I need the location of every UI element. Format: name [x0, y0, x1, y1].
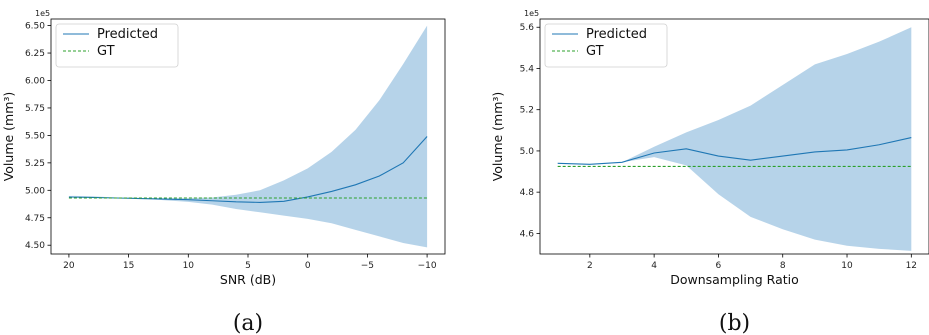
y-tick-label: 4.75	[25, 214, 45, 224]
y-offset-text: 1e5	[35, 9, 50, 18]
x-tick-label: 10	[841, 261, 853, 271]
legend-label-predicted: Predicted	[97, 27, 158, 42]
y-tick-label: 5.25	[25, 159, 45, 169]
y-tick-label: 5.6	[520, 23, 535, 33]
y-tick-label: 4.6	[520, 229, 535, 239]
panel-b: 2 4 6 8 10 12 4.6 4.8 5.0 5.2 5.4 5.6 1e5 Downsamplin…	[490, 9, 929, 335]
uncertainty-band	[557, 27, 912, 251]
y-axis-label: Volume (mm³)	[1, 92, 16, 182]
y-tick-label: 5.00	[25, 186, 45, 196]
y-tick-label: 5.4	[520, 64, 535, 74]
y-tick-label: 6.25	[25, 49, 45, 59]
y-tick-label: 4.8	[520, 188, 535, 198]
x-tick-label: 4	[651, 261, 657, 271]
x-tick-label: 5	[245, 261, 251, 271]
y-offset-text: 1e5	[524, 9, 539, 18]
series-line-predicted	[557, 136, 912, 165]
x-tick-label: 12	[906, 261, 917, 271]
y-tick-label: 5.0	[520, 147, 535, 157]
panel-caption: (a)	[233, 311, 263, 335]
panel-a: 20 15 10 5 0 −5 −10 4.50 4.75 5.00 5.25 5.50 5.75 6.0…	[1, 9, 446, 335]
y-tick-label: 6.00	[25, 76, 45, 86]
axes-frame	[539, 18, 929, 255]
x-axis-label: SNR (dB)	[220, 272, 276, 287]
y-tick-label: 4.50	[25, 241, 45, 251]
y-tick-label: 5.2	[520, 106, 534, 116]
x-tick-label: 2	[587, 261, 593, 271]
x-tick-label: 0	[305, 261, 311, 271]
legend-label-gt: GT	[586, 44, 604, 59]
legend-box	[55, 23, 179, 68]
uncertainty-band	[68, 25, 428, 248]
x-tick-label: 10	[183, 261, 195, 271]
series-line-predicted	[68, 136, 428, 203]
x-tick-label: 8	[780, 261, 786, 271]
x-tick-label: −5	[361, 261, 374, 271]
x-tick-label: 15	[123, 261, 134, 271]
y-axis-label: Volume (mm³)	[490, 92, 505, 182]
y-tick-label: 5.50	[25, 131, 45, 141]
legend-box	[544, 23, 668, 68]
x-tick-label: −10	[418, 261, 437, 271]
legend-label-gt: GT	[97, 44, 115, 59]
x-tick-label: 20	[63, 261, 75, 271]
legend-label-predicted: Predicted	[586, 27, 647, 42]
y-tick-label: 5.75	[25, 104, 45, 114]
x-tick-label: 6	[716, 261, 722, 271]
y-tick-label: 6.50	[25, 22, 45, 32]
panel-caption: (b)	[719, 311, 750, 335]
x-axis-label: Downsampling Ratio	[670, 272, 799, 287]
